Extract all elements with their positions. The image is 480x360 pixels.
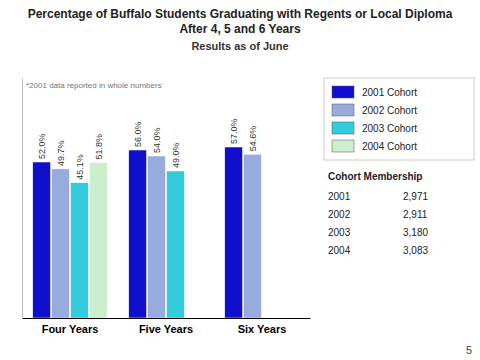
membership-year: 2004: [328, 245, 351, 256]
legend-frame: [324, 78, 474, 160]
chart: Percentage of Buffalo Students Graduatin…: [0, 0, 480, 360]
membership: Cohort Membership 2001 2,971 2002 2,911 2003 3…: [328, 171, 428, 256]
legend-item: 2003 Cohort: [332, 122, 417, 134]
y-axis-line: [22, 79, 23, 319]
membership-year: 2002: [328, 209, 351, 220]
data-label: 54.6%: [248, 126, 258, 152]
bar: [71, 183, 89, 318]
legend-label: 2003 Cohort: [362, 123, 417, 134]
legend-item: 2004 Cohort: [332, 140, 417, 152]
legend-swatch: [332, 122, 354, 134]
bar: [225, 147, 243, 318]
legend-item: 2001 Cohort: [332, 86, 417, 98]
membership-count: 3,180: [403, 227, 428, 238]
x-axis: Four Years Five Years Six Years: [23, 319, 311, 335]
legend-label: 2001 Cohort: [362, 87, 417, 98]
legend: 2001 Cohort 2002 Cohort 2003 Cohort 2004 Co…: [324, 78, 474, 160]
bar: [148, 156, 166, 318]
x-tick: Five Years: [139, 323, 193, 335]
legend-label: 2002 Cohort: [362, 105, 417, 116]
plot-area: 52.0% 56.0% 57.0% 49.7% 54.0% 54.6% 45.1% 49.0%…: [23, 79, 311, 335]
data-label: 52.0%: [37, 133, 47, 159]
title: Percentage of Buffalo Students Graduatin…: [28, 7, 453, 36]
legend-swatch: [332, 86, 354, 98]
data-label: 45.1%: [75, 154, 85, 180]
data-labels: 52.0% 56.0% 57.0% 49.7% 54.0% 54.6% 45.1% 49.0%…: [37, 118, 258, 179]
bar: [129, 150, 147, 318]
footnote: *2001 data reported in whole numbers: [26, 81, 162, 90]
legend-swatch: [332, 140, 354, 152]
membership-year: 2003: [328, 227, 351, 238]
x-axis-line: [23, 318, 311, 319]
membership-count: 3,083: [403, 245, 428, 256]
data-label: 51.8%: [94, 134, 104, 160]
bar: [33, 162, 51, 318]
data-label: 57.0%: [229, 118, 239, 144]
data-label: 49.7%: [56, 140, 66, 166]
y-axis: [22, 79, 23, 319]
membership-heading: Cohort Membership: [328, 171, 422, 182]
data-label: 49.0%: [171, 142, 181, 168]
x-tick: Six Years: [238, 323, 287, 335]
membership-year: 2001: [328, 191, 351, 202]
x-tick-label: Six Years: [238, 323, 287, 335]
legend-swatch: [332, 104, 354, 116]
bar: [167, 171, 185, 318]
x-tick-label: Five Years: [139, 323, 193, 335]
bar: [244, 154, 262, 318]
subtitle: Results as of June: [191, 40, 288, 52]
x-tick-label: Four Years: [42, 323, 99, 335]
legend-item: 2002 Cohort: [332, 104, 417, 116]
x-tick: Four Years: [42, 323, 99, 335]
page-number: 5: [466, 344, 472, 356]
bar: [89, 163, 107, 318]
membership-count: 2,971: [403, 191, 428, 202]
membership-count: 2,911: [403, 209, 428, 220]
data-label: 56.0%: [133, 121, 143, 147]
legend-label: 2004 Cohort: [362, 141, 417, 152]
data-label: 54.0%: [152, 127, 162, 153]
bars: [33, 147, 262, 318]
bar: [52, 169, 70, 318]
